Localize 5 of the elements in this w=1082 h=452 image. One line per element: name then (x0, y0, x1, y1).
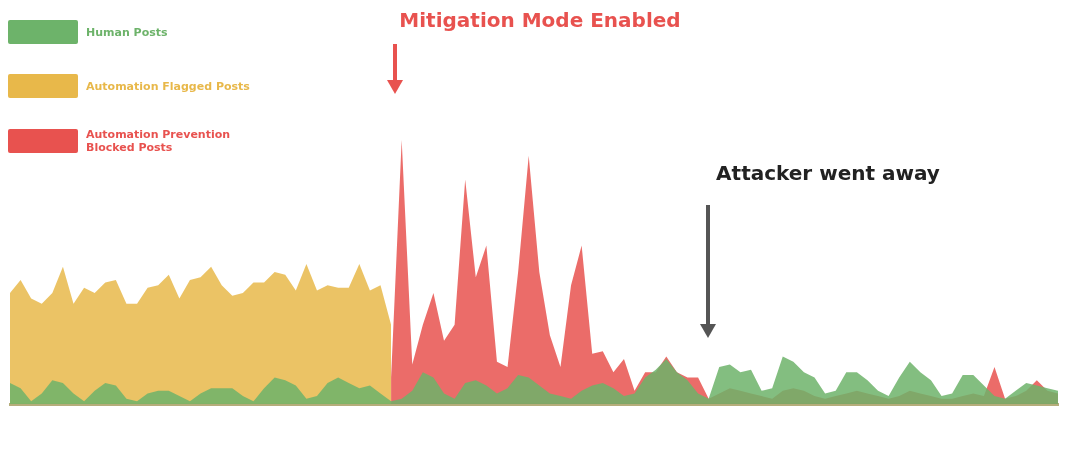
annotation: Attacker went away (716, 161, 940, 186)
text: Automation Prevention Blocked Posts (86, 128, 232, 154)
text: Automation Flagged Posts (86, 79, 251, 93)
text: Mitigation Mode Enabled (399, 8, 681, 33)
text: Human Posts (86, 25, 169, 39)
